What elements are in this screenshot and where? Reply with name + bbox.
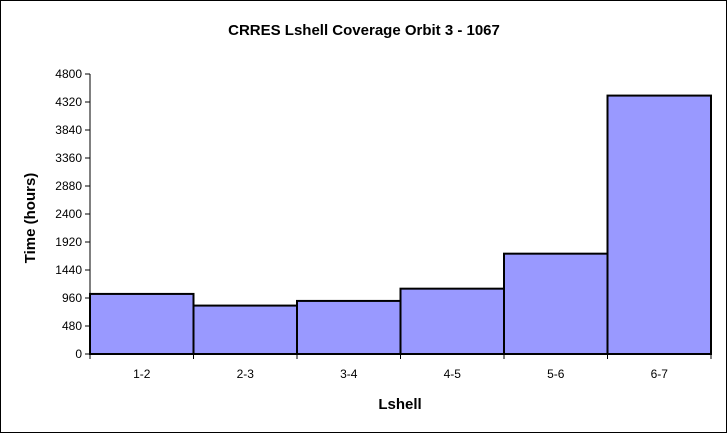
y-axis-title: Time (hours) <box>22 173 39 264</box>
y-tick-label: 1440 <box>55 263 82 277</box>
bar-1-2 <box>89 292 195 355</box>
x-tick-label: 4-5 <box>444 367 462 381</box>
chart-title: CRRES Lshell Coverage Orbit 3 - 1067 <box>228 22 500 39</box>
y-tick-label: 4800 <box>55 67 82 81</box>
plot-area: 0 480 960 1440 1920 2400 2880 3360 3840 4320 4800 1… <box>55 67 712 381</box>
y-tick-label: 3840 <box>55 123 82 137</box>
y-tick-label: 480 <box>62 319 82 333</box>
bar-4-5 <box>399 287 505 355</box>
bar-2-3 <box>192 304 298 356</box>
y-tick-label: 3360 <box>55 151 82 165</box>
y-tick-label: 0 <box>75 347 82 361</box>
x-tick-label: 1-2 <box>133 367 151 381</box>
y-tick-label: 2880 <box>55 179 82 193</box>
y-tick-label: 960 <box>62 291 82 305</box>
y-tick-label: 1920 <box>55 235 82 249</box>
x-tick-label: 3-4 <box>340 367 358 381</box>
y-tick-label: 4320 <box>55 95 82 109</box>
bar-6-7 <box>606 94 712 355</box>
y-tick-label: 2400 <box>55 207 82 221</box>
bar-5-6 <box>503 252 609 356</box>
bar-3-4 <box>296 299 402 355</box>
x-axis-title: Lshell <box>378 396 421 413</box>
x-tick-label: 5-6 <box>547 367 565 381</box>
x-tick-label: 2-3 <box>237 367 255 381</box>
x-tick-label: 6-7 <box>651 367 669 381</box>
